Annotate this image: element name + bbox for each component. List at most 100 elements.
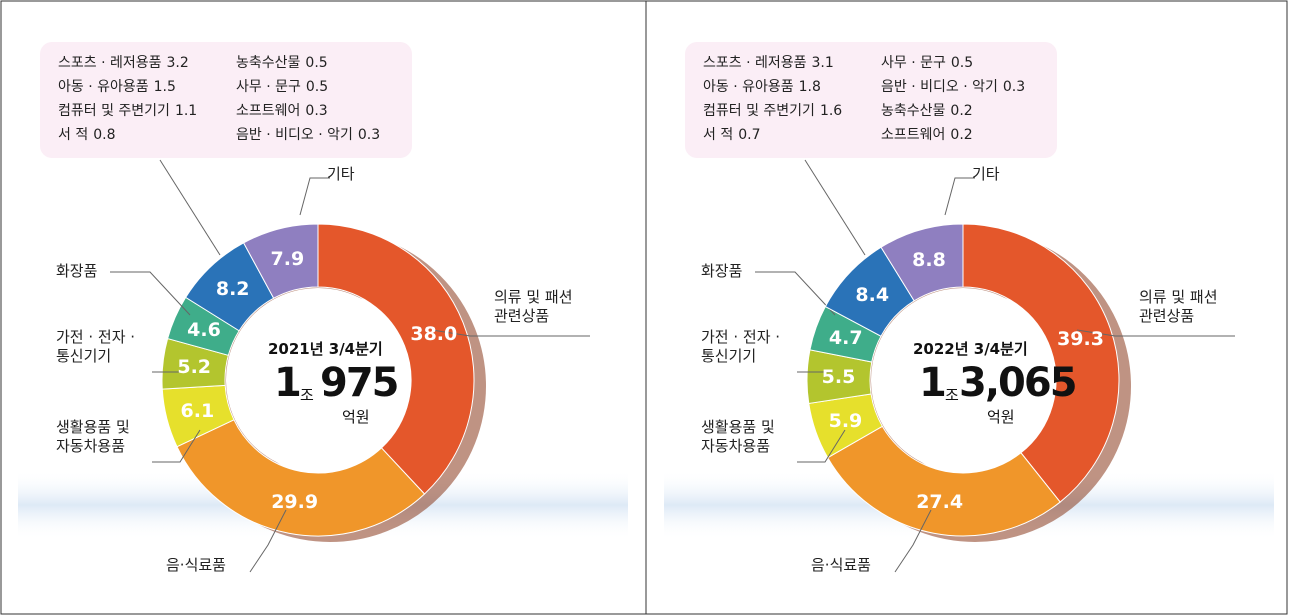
breakdown-item: 서 적 0.7 xyxy=(703,124,760,144)
breakdown-item: 음반 · 비디오 · 악기 0.3 xyxy=(881,76,1025,96)
category-label: 음·식료품 xyxy=(811,556,871,574)
center-unit: 억원 xyxy=(342,408,370,426)
leader-line xyxy=(159,159,221,256)
category-label: 기타 xyxy=(972,165,1000,183)
value-label: 8.2 xyxy=(215,278,250,301)
donut-slice xyxy=(962,223,1120,503)
value-label: 5.5 xyxy=(821,366,856,389)
category-label: 가전 · 전자 · 통신기기 xyxy=(701,328,781,365)
breakdown-value: 1.6 xyxy=(819,103,843,119)
value-label: 29.9 xyxy=(271,491,319,514)
donut-slice xyxy=(176,419,426,537)
breakdown-item: 스포츠 · 레저용품 3.1 xyxy=(703,52,834,72)
breakdown-name: 농축수산물 xyxy=(236,55,301,71)
callout-box xyxy=(685,42,1057,158)
donut-hole xyxy=(226,288,410,472)
value-label: 39.3 xyxy=(1057,327,1104,350)
value-label: 5.2 xyxy=(177,355,212,378)
leader-line xyxy=(1076,329,1235,337)
category-label: 화장품 xyxy=(701,262,743,280)
breakdown-value: 1.5 xyxy=(153,79,176,95)
callout-box xyxy=(40,42,412,158)
category-label: 의류 및 패션 관련상품 xyxy=(1139,288,1218,325)
breakdown-item: 스포츠 · 레저용품 3.2 xyxy=(58,52,189,72)
donut-hole xyxy=(871,288,1055,472)
category-label: 음·식료품 xyxy=(166,556,226,574)
breakdown-value: 0.8 xyxy=(93,127,116,143)
breakdown-name: 농축수산물 xyxy=(881,103,946,119)
breakdown-name: 아동 · 유아용품 xyxy=(703,79,794,95)
breakdown-item: 농축수산물 0.2 xyxy=(881,100,973,120)
donut-slice xyxy=(827,425,1061,537)
value-label: 38.0 xyxy=(410,323,458,346)
breakdown-item: 소프트웨어 0.2 xyxy=(881,124,973,144)
category-label: 화장품 xyxy=(56,262,98,280)
breakdown-item: 소프트웨어 0.3 xyxy=(236,100,328,120)
breakdown-value: 3.1 xyxy=(811,55,834,71)
center-trillion-unit: 조 xyxy=(300,386,314,404)
leader-line xyxy=(249,509,287,573)
breakdown-value: 0.5 xyxy=(305,79,329,95)
breakdown-value: 0.3 xyxy=(305,103,328,119)
leader-line xyxy=(804,159,866,256)
breakdown-name: 컴퓨터 및 주변기기 xyxy=(703,103,815,119)
value-label: 6.1 xyxy=(180,399,215,422)
value-label: 4.7 xyxy=(828,327,863,350)
center-period: 2021년 3/4분기 xyxy=(268,340,383,358)
breakdown-item: 음반 · 비디오 · 악기 0.3 xyxy=(236,124,380,144)
breakdown-name: 아동 · 유아용품 xyxy=(58,79,149,95)
value-label: 8.8 xyxy=(912,249,946,272)
breakdown-name: 스포츠 · 레저용품 xyxy=(703,55,807,71)
breakdown-value: 0.2 xyxy=(950,103,973,119)
breakdown-name: 사무 · 문구 xyxy=(236,79,301,95)
category-label: 가전 · 전자 · 통신기기 xyxy=(56,328,136,365)
breakdown-value: 0.3 xyxy=(357,127,381,143)
breakdown-name: 컴퓨터 및 주변기기 xyxy=(58,103,170,119)
breakdown-name: 음반 · 비디오 · 악기 xyxy=(236,127,353,143)
breakdown-value: 0.5 xyxy=(305,55,328,71)
center-trillion: 1 xyxy=(919,360,947,406)
center-amount: 975 xyxy=(320,360,399,406)
breakdown-item: 컴퓨터 및 주변기기 1.1 xyxy=(58,100,197,120)
leader-line xyxy=(431,329,590,337)
breakdown-item: 사무 · 문구 0.5 xyxy=(236,76,328,96)
donut-slice xyxy=(880,223,964,302)
center-trillion: 1 xyxy=(274,360,302,406)
leader-line xyxy=(755,271,836,316)
breakdown-name: 스포츠 · 레저용품 xyxy=(58,55,162,71)
breakdown-name: 사무 · 문구 xyxy=(881,55,946,71)
breakdown-item: 컴퓨터 및 주변기기 1.6 xyxy=(703,100,842,120)
breakdown-item: 아동 · 유아용품 1.5 xyxy=(58,76,176,96)
center-amount: 3,065 xyxy=(959,360,1078,406)
breakdown-value: 0.2 xyxy=(950,127,973,143)
category-label: 생활용품 및 자동차용품 xyxy=(56,418,130,455)
donut-slice xyxy=(317,223,475,495)
leader-line xyxy=(894,509,932,573)
breakdown-value: 1.8 xyxy=(798,79,821,95)
breakdown-name: 소프트웨어 xyxy=(236,103,301,119)
value-label: 5.9 xyxy=(828,410,863,433)
leader-line xyxy=(944,177,975,216)
category-label: 의류 및 패션 관련상품 xyxy=(494,288,573,325)
breakdown-item: 농축수산물 0.5 xyxy=(236,52,328,72)
breakdown-name: 서 적 xyxy=(58,127,89,143)
breakdown-value: 0.7 xyxy=(738,127,761,143)
leader-line xyxy=(299,177,330,216)
center-unit: 억원 xyxy=(987,408,1015,426)
leader-line xyxy=(797,429,846,463)
breakdown-value: 0.5 xyxy=(950,55,974,71)
breakdown-name: 음반 · 비디오 · 악기 xyxy=(881,79,998,95)
category-label: 기타 xyxy=(327,165,355,183)
value-label: 7.9 xyxy=(270,248,305,271)
donut-slice xyxy=(242,223,319,299)
leader-line xyxy=(110,271,191,316)
breakdown-item: 아동 · 유아용품 1.8 xyxy=(703,76,821,96)
breakdown-value: 0.3 xyxy=(1002,79,1026,95)
value-label: 8.4 xyxy=(855,283,890,306)
value-label: 27.4 xyxy=(916,491,964,514)
value-label: 4.6 xyxy=(187,318,221,341)
breakdown-name: 서 적 xyxy=(703,127,734,143)
